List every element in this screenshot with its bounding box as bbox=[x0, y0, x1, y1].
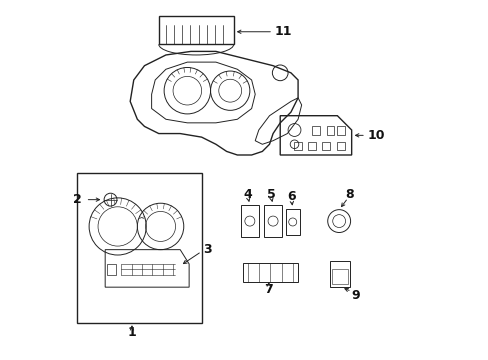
Bar bbox=[77, 173, 201, 323]
Bar bbox=[293, 143, 301, 150]
Text: 4: 4 bbox=[243, 188, 252, 201]
Text: 2: 2 bbox=[73, 193, 81, 206]
Text: 3: 3 bbox=[203, 243, 212, 256]
Text: 8: 8 bbox=[345, 188, 353, 201]
Text: 11: 11 bbox=[274, 25, 292, 38]
Bar bbox=[107, 264, 116, 275]
Bar bbox=[337, 126, 344, 135]
Bar bbox=[242, 263, 298, 282]
Text: 9: 9 bbox=[350, 288, 359, 302]
Text: 1: 1 bbox=[127, 326, 136, 339]
Bar bbox=[322, 143, 329, 150]
Text: 7: 7 bbox=[264, 283, 273, 296]
Bar bbox=[285, 208, 299, 235]
Bar bbox=[241, 205, 258, 237]
Bar bbox=[331, 269, 347, 284]
Bar bbox=[326, 126, 333, 135]
Bar bbox=[336, 143, 344, 150]
Bar bbox=[312, 126, 319, 135]
Bar bbox=[264, 205, 282, 237]
Bar bbox=[329, 261, 349, 287]
Text: 6: 6 bbox=[287, 190, 295, 203]
Text: 10: 10 bbox=[367, 129, 385, 142]
Text: 5: 5 bbox=[266, 188, 275, 201]
Bar bbox=[307, 143, 315, 150]
